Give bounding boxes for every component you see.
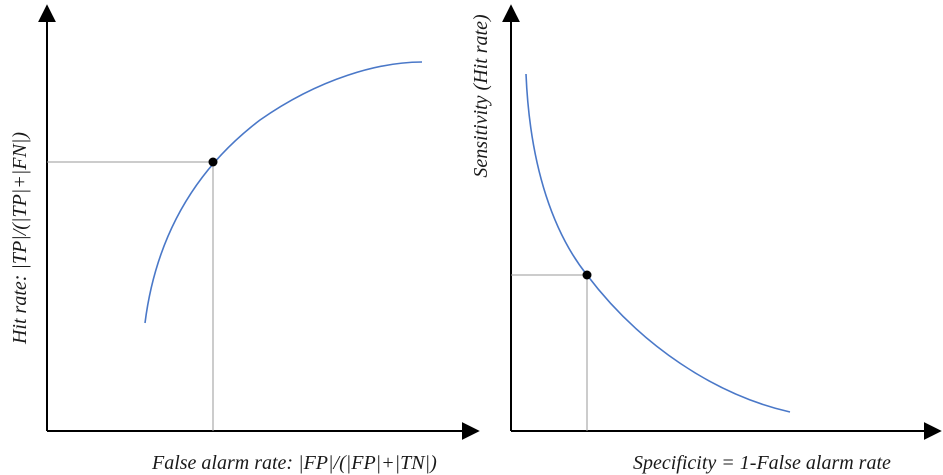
left-x-axis-label: False alarm rate: |FP|/(|FP|+|TN|) — [151, 452, 437, 474]
left-operating-point — [208, 157, 218, 167]
right-y-axis-label: Sensitivity (Hit rate) — [470, 14, 492, 178]
right-panel: Specificity = 1-False alarm rate Sensiti… — [470, 4, 942, 474]
left-y-axis-label: Hit rate: |TP|/(|TP|+|FN|) — [9, 132, 31, 345]
right-operating-point — [582, 270, 592, 280]
right-sensitivity-curve — [525, 73, 791, 413]
left-roc-curve — [144, 61, 423, 324]
right-x-axis-label: Specificity = 1-False alarm rate — [633, 452, 891, 474]
left-panel: False alarm rate: |FP|/(|FP|+|TN|) Hit r… — [9, 4, 480, 474]
